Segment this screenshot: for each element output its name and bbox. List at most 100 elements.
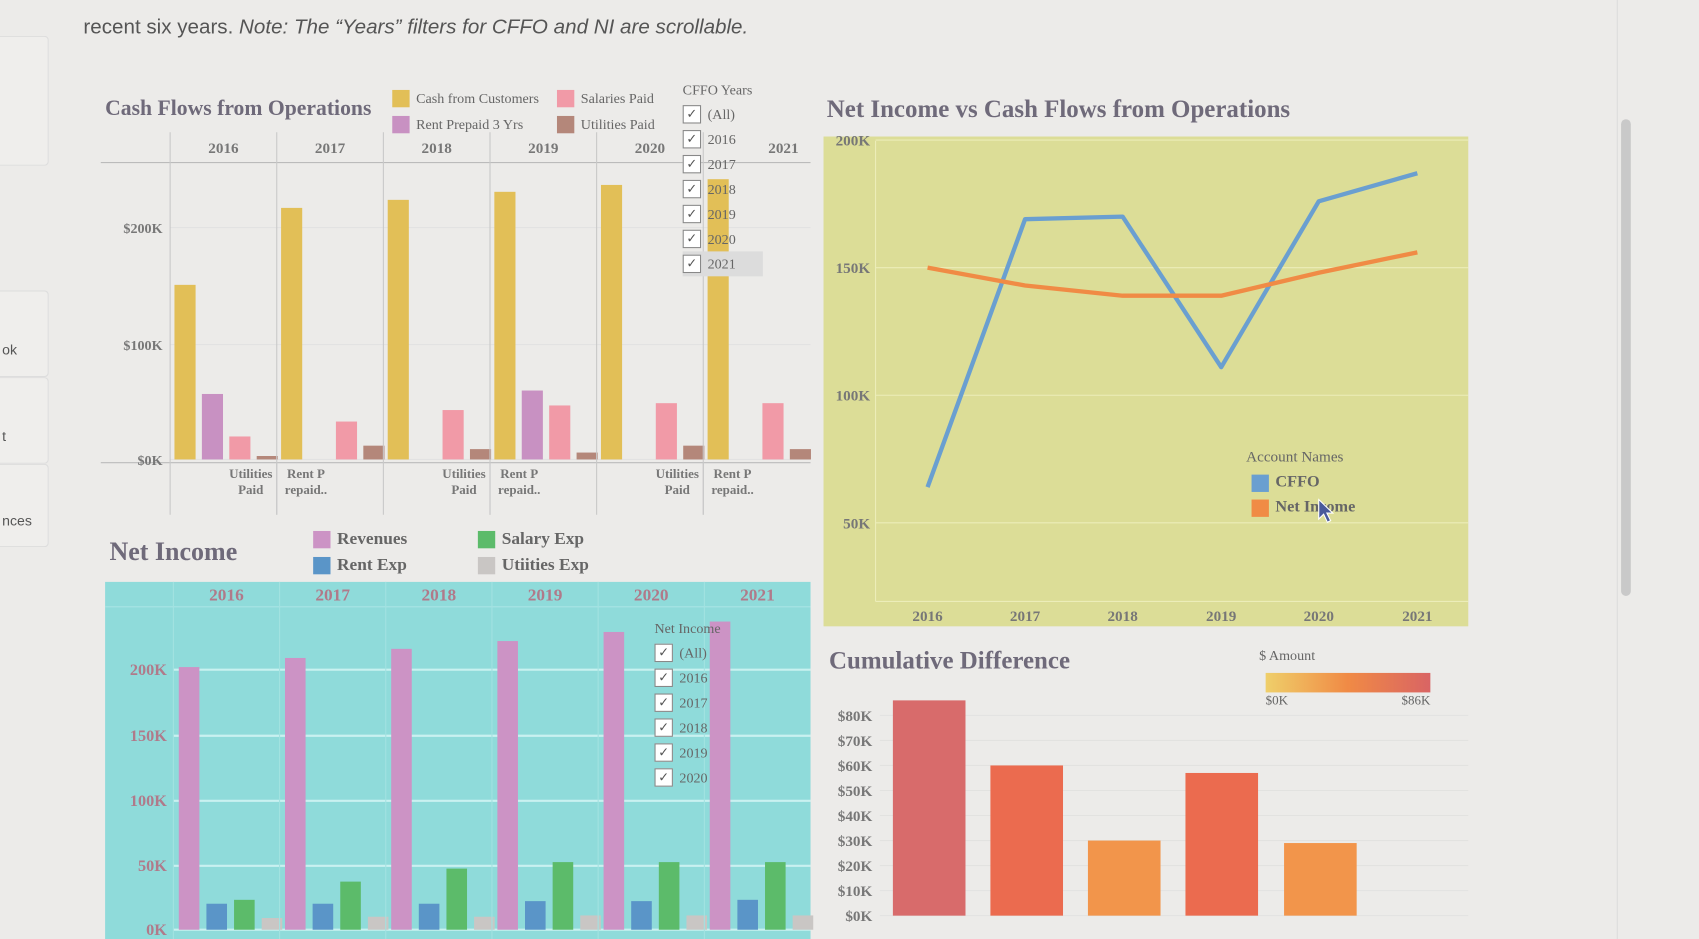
bar-cumulative-2018 [1087, 840, 1161, 916]
bar-utiities-exp [792, 915, 814, 930]
filter-item[interactable]: ✓ 2018 [654, 715, 728, 740]
checkbox-checked-icon[interactable]: ✓ [654, 693, 673, 712]
filter-item[interactable]: ✓ 2019 [654, 740, 728, 765]
filter-item-label: 2016 [679, 669, 708, 686]
bar-revenues [178, 667, 200, 930]
sidebar-item-2[interactable]: t [0, 377, 49, 464]
cffo-title: Cash Flows from Operations [105, 96, 372, 121]
checkbox-checked-icon[interactable]: ✓ [682, 254, 702, 274]
bar-utilities-paid [469, 449, 492, 460]
sidebar-card-top[interactable] [0, 35, 49, 166]
legend-item[interactable]: Salaries Paid [556, 89, 676, 108]
legend-item[interactable]: Net Income [1251, 498, 1355, 517]
legend-item[interactable]: Revenues [313, 530, 478, 550]
ramp-min: $0K [1265, 692, 1289, 708]
checkbox-checked-icon[interactable]: ✓ [654, 718, 673, 737]
checkbox-checked-icon[interactable]: ✓ [682, 105, 702, 124]
y-tick-label: 200K [836, 132, 871, 149]
legend-item[interactable]: Cash from Customers [392, 89, 557, 108]
cffo-years-filter: CFFO Years ✓ (All) ✓ 2016 ✓ 2017 ✓ 2018 ✓ 2019 ✓ 20… [682, 81, 763, 277]
bar-cash-from-customers [281, 207, 303, 460]
checkbox-checked-icon[interactable]: ✓ [654, 643, 673, 663]
checkbox-checked-icon[interactable]: ✓ [654, 743, 673, 762]
legend-title: Account Names [1246, 449, 1344, 466]
cumulative-title: Cumulative Difference [828, 646, 1071, 674]
legend-swatch [477, 556, 496, 575]
legend-item[interactable]: Rent Prepaid 3 Yrs [392, 115, 557, 134]
year-header: 2016 [208, 140, 239, 157]
legend-item[interactable]: Rent Exp [313, 556, 478, 576]
x-tick-label: 2021 [1402, 608, 1432, 625]
filter-item-label: (All) [679, 644, 707, 661]
filter-item[interactable]: ✓ 2016 [654, 665, 728, 690]
filter-item[interactable]: ✓ (All) [654, 640, 728, 665]
filter-item[interactable]: ✓ 2017 [654, 690, 728, 715]
bar-cash-from-customers [387, 199, 409, 460]
filter-item-label: 2016 [707, 130, 736, 147]
legend-swatch [313, 530, 331, 549]
filter-item[interactable]: ✓ 2021 [682, 251, 763, 277]
bar-revenues [284, 657, 306, 930]
net-income-title: Net Income [109, 538, 238, 567]
checkbox-checked-icon[interactable]: ✓ [682, 204, 702, 224]
intro-plain: recent six years. [83, 16, 240, 40]
checkbox-checked-icon[interactable]: ✓ [654, 668, 673, 688]
legend-label: CFFO [1275, 473, 1320, 491]
legend-item[interactable]: Utilities Paid [556, 115, 676, 134]
bar-utiities-exp [580, 915, 601, 930]
year-header: 2017 [315, 585, 350, 604]
filter-item[interactable]: ✓ 2019 [682, 202, 763, 227]
filter-title: Net Income [654, 619, 721, 637]
y-tick-label: 150K [836, 260, 871, 277]
legend-swatch [556, 89, 575, 108]
checkbox-checked-icon[interactable]: ✓ [682, 229, 702, 249]
sub-category-label: Rent P repaid.. [284, 465, 328, 498]
bar-salary-exp [658, 862, 680, 930]
filter-item[interactable]: ✓ 2020 [654, 765, 728, 790]
sidebar-item-1[interactable]: ok [0, 290, 49, 378]
legend-label: Rent Prepaid 3 Yrs [416, 115, 524, 133]
sub-category-label: Rent P repaid.. [711, 465, 754, 498]
filter-item[interactable]: ✓ 2016 [682, 127, 763, 152]
bar-cash-from-customers [707, 179, 729, 460]
legend-swatch [392, 89, 410, 108]
bar-salary-exp [552, 862, 574, 930]
y-tick-label: 100K [130, 792, 167, 810]
filter-list: ✓ (All) ✓ 2016 ✓ 2017 ✓ 2018 ✓ 2019 ✓ 2020 [654, 640, 728, 790]
sidebar-item-3[interactable]: nces [0, 463, 49, 548]
vertical-scrollbar[interactable] [1621, 119, 1631, 596]
legend-swatch [477, 530, 496, 549]
checkbox-checked-icon[interactable]: ✓ [654, 768, 673, 787]
y-tick-label: $40K [838, 808, 873, 825]
legend-item[interactable]: Salary Exp [477, 530, 619, 550]
y-tick-label: $70K [838, 733, 873, 750]
filter-item[interactable]: ✓ 2018 [682, 177, 763, 202]
net-income-legend: Revenues Salary Exp Rent Exp Utiities Ex… [313, 530, 619, 576]
bar-utilities-paid [789, 449, 811, 460]
x-tick-label: 2020 [1304, 608, 1334, 625]
bar-rent-exp [418, 903, 440, 930]
filter-item[interactable]: ✓ 2017 [682, 152, 763, 177]
year-header: 2021 [740, 585, 775, 604]
filter-item-label: 2019 [679, 743, 708, 761]
checkbox-checked-icon[interactable]: ✓ [682, 179, 702, 199]
bar-utilities-paid [363, 445, 385, 460]
y-tick-label: $100K [123, 338, 162, 354]
legend-item[interactable]: CFFO [1251, 473, 1356, 492]
y-tick-label: $20K [838, 858, 873, 875]
checkbox-checked-icon[interactable]: ✓ [682, 154, 702, 174]
filter-item-label: 2018 [707, 180, 736, 197]
y-tick-label: 0K [146, 921, 167, 939]
filter-item[interactable]: ✓ (All) [682, 102, 763, 127]
bar-salaries-paid [335, 421, 358, 460]
net-income-years-filter: Net Income ✓ (All) ✓ 2016 ✓ 2017 ✓ 2018 ✓ 2019 ✓ 20… [654, 620, 728, 797]
y-tick-label: $50K [838, 783, 873, 800]
sub-category-label: Utilities Paid [442, 465, 486, 498]
filter-list: ✓ (All) ✓ 2016 ✓ 2017 ✓ 2018 ✓ 2019 ✓ 2020 ✓ 2021 [682, 102, 763, 277]
filter-item[interactable]: ✓ 2020 [682, 226, 763, 251]
bar-rent-prepaid-3-yrs [521, 390, 543, 460]
bar-salary-exp [340, 881, 361, 930]
checkbox-checked-icon[interactable]: ✓ [682, 130, 702, 149]
legend-item[interactable]: Utiities Exp [477, 556, 619, 576]
